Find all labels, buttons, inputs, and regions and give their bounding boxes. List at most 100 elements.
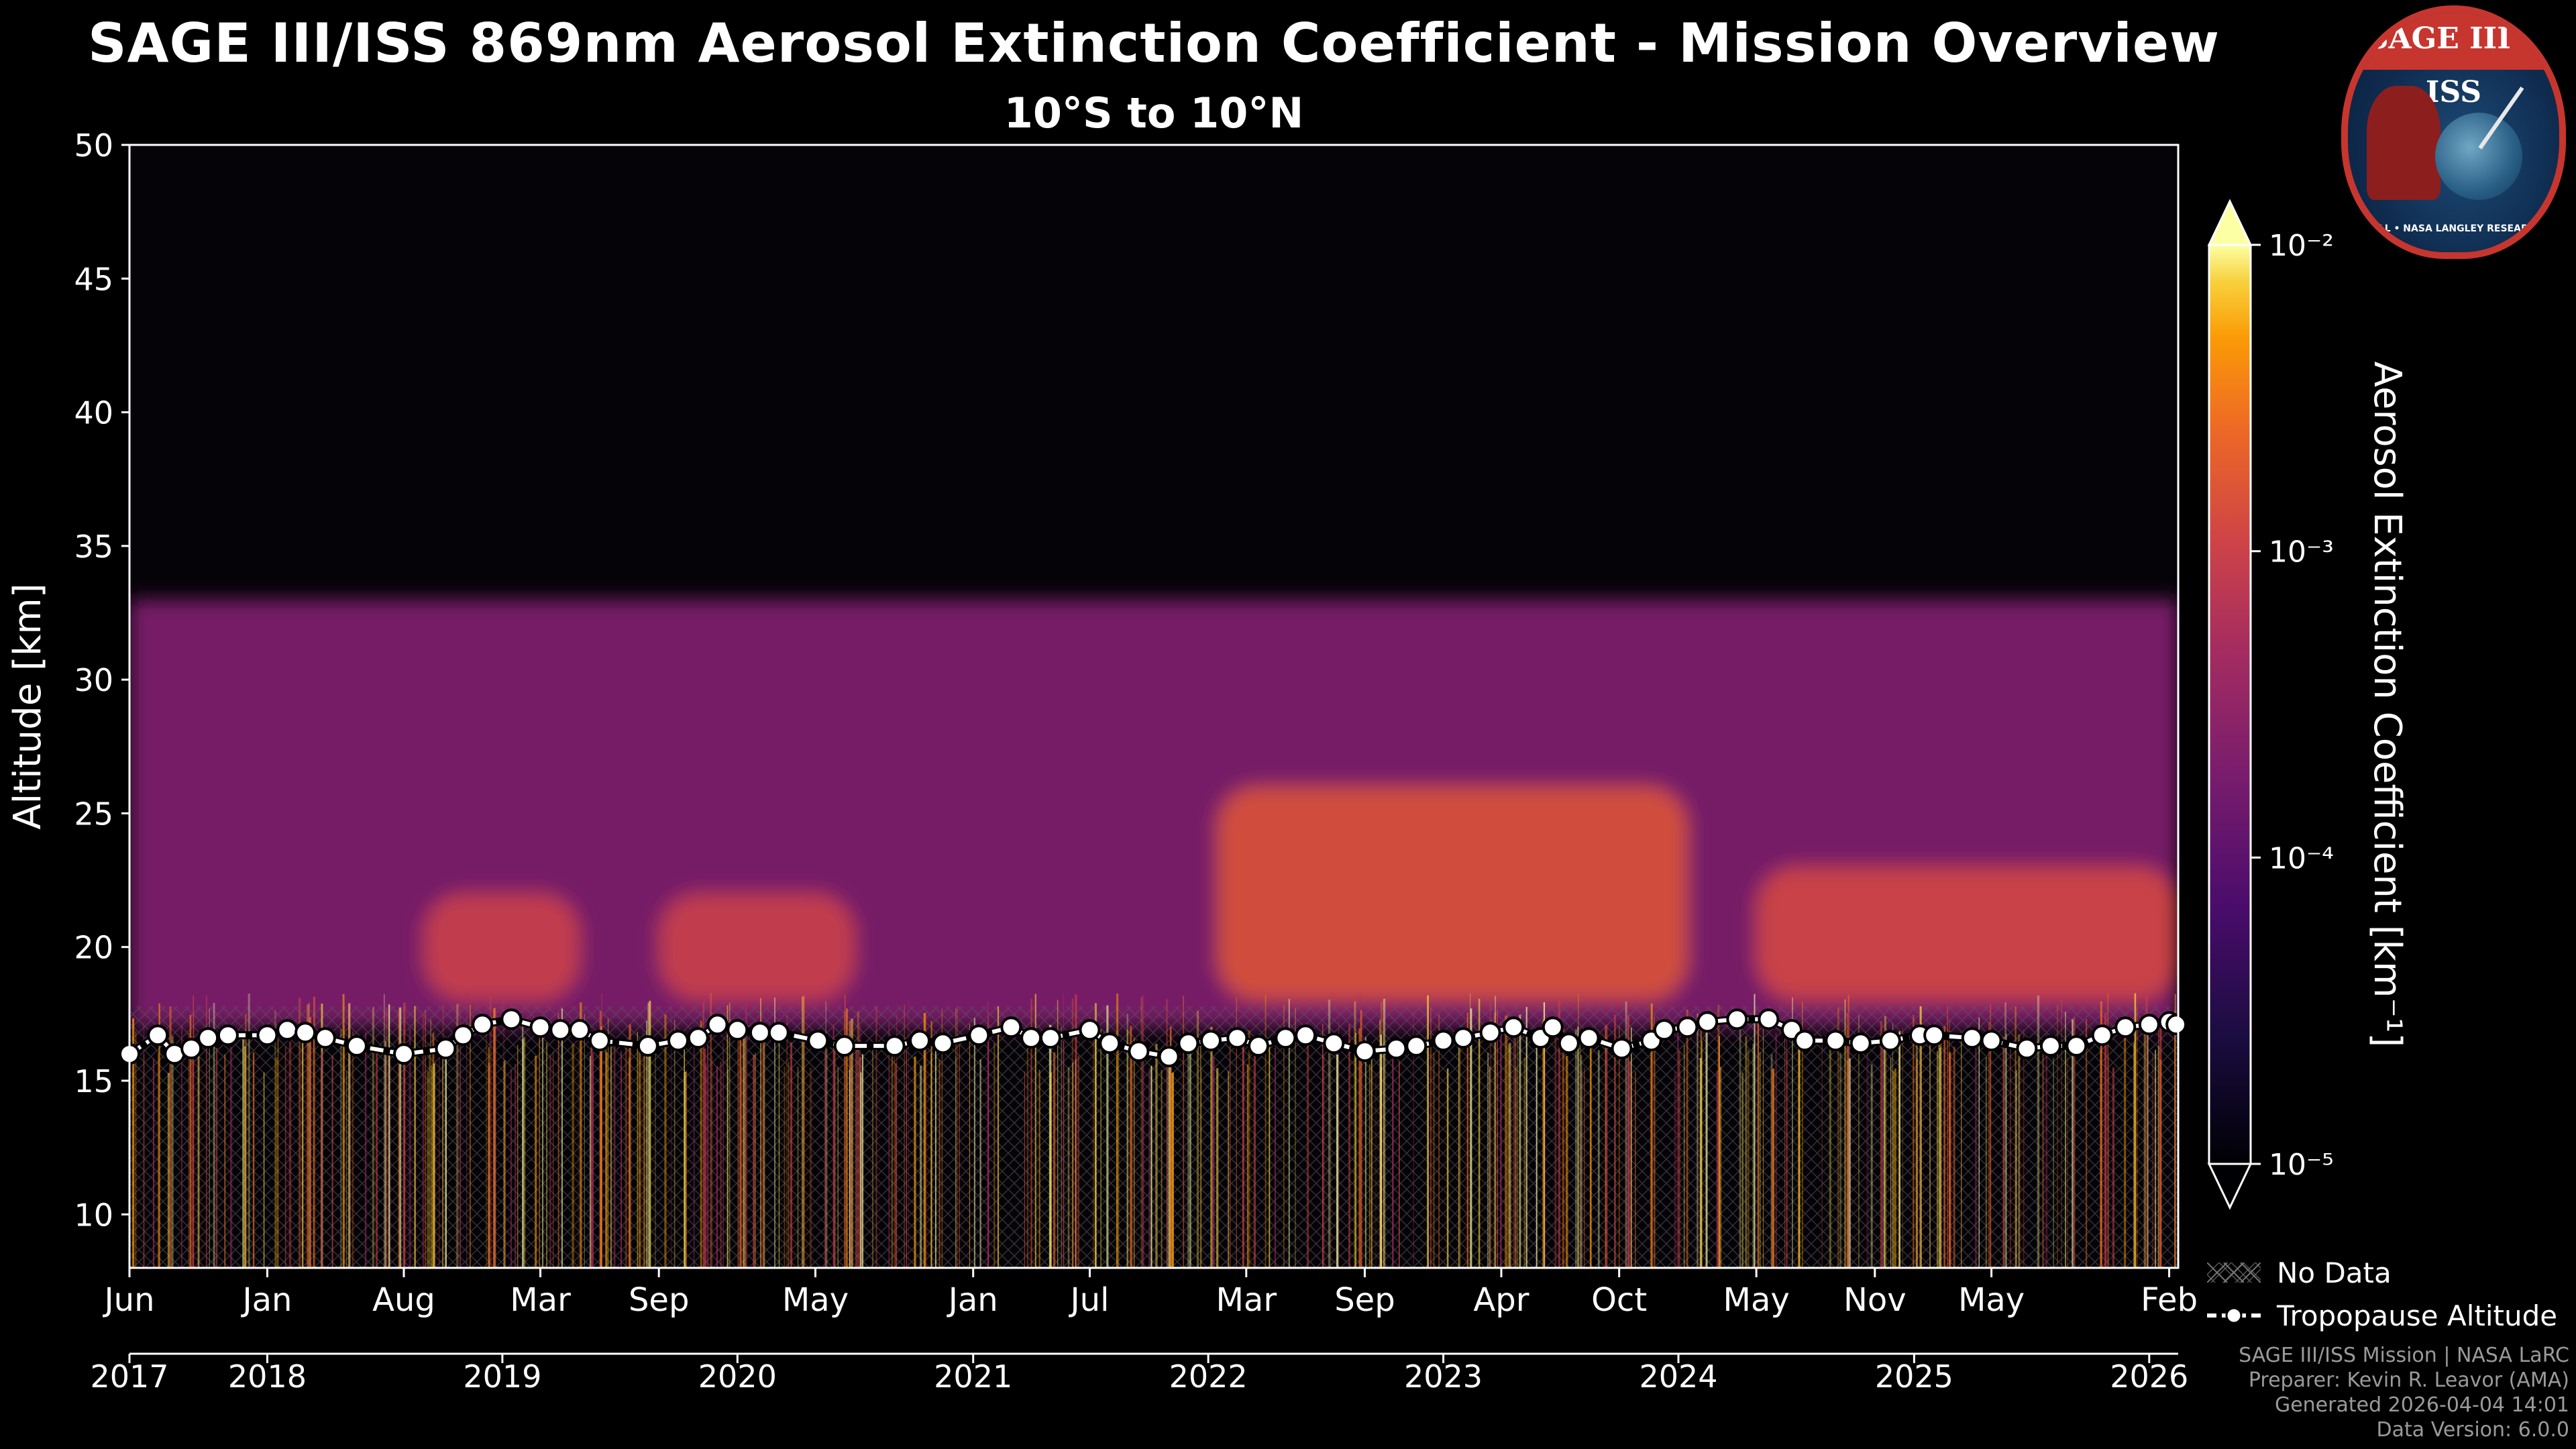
tropopause-point <box>909 1030 931 1052</box>
tropopause-point <box>667 1030 689 1052</box>
y-tick-label: 20 <box>74 930 113 966</box>
tropopause-point <box>1323 1032 1345 1055</box>
tropopause-point <box>727 1019 749 1041</box>
aerosol-feature <box>1756 867 2178 1001</box>
mission-logo-title: SAGE III • ISS <box>2348 12 2559 109</box>
tropopause-point <box>588 1030 610 1052</box>
year-tick-label: 2017 <box>90 1358 168 1395</box>
tropopause-point <box>452 1024 474 1046</box>
tropopause-point <box>1385 1038 1407 1060</box>
tropopause-point <box>1354 1040 1376 1063</box>
month-tick-label: Aug <box>372 1281 435 1319</box>
tropopause-point <box>500 1008 523 1030</box>
tropopause-point <box>1503 1016 1525 1038</box>
tropopause-point <box>472 1014 494 1036</box>
y-axis-label: Altitude [km] <box>6 583 50 829</box>
tropopause-point <box>314 1027 336 1049</box>
mission-logo-figure <box>2367 86 2440 200</box>
y-tick-label: 15 <box>74 1063 113 1099</box>
tropopause-point <box>1079 1019 1101 1041</box>
tropopause-point <box>276 1019 299 1041</box>
tropopause-point <box>1961 1027 1983 1049</box>
tropopause-point <box>1248 1035 1270 1057</box>
tropopause-point <box>833 1035 855 1057</box>
no-data-swatch <box>2207 1263 2261 1283</box>
chart-subtitle: 10°S to 10°N <box>1004 89 1304 138</box>
y-tick-label: 25 <box>74 796 113 832</box>
tropopause-point <box>1295 1024 1317 1046</box>
tropopause-point <box>1020 1027 1042 1049</box>
tropopause-point <box>2065 1035 2088 1057</box>
footer-line-mission: SAGE III/ISS Mission | NASA LaRC <box>2239 1344 2569 1367</box>
tropopause-point <box>2016 1038 2038 1060</box>
tropopause-point <box>435 1038 457 1060</box>
legend-no-data-label: No Data <box>2277 1256 2392 1289</box>
x-axis-months: Jun Jan Aug Mar Sep May Jan Jul Mar Sep Apr Oct May N… <box>103 1268 2198 1319</box>
tropopause-point <box>1611 1038 1633 1060</box>
tropopause-point <box>549 1019 572 1041</box>
tropopause-point <box>749 1022 771 1044</box>
mission-logo-earth <box>2435 113 2522 200</box>
tropopause-point <box>1825 1030 1847 1052</box>
month-tick-label: Mar <box>510 1281 571 1319</box>
tropopause-point <box>1726 1008 1748 1030</box>
month-tick-label: Jan <box>240 1281 292 1319</box>
month-tick-label: Sep <box>1334 1281 1395 1319</box>
y-tick-label: 10 <box>74 1197 113 1233</box>
year-tick-label: 2018 <box>228 1358 307 1395</box>
tropopause-point <box>180 1038 203 1060</box>
tropopause-point <box>1479 1022 1501 1044</box>
legend: No Data Tropopause Altitude <box>2207 1251 2557 1337</box>
month-tick-label: Jan <box>947 1281 998 1319</box>
colorbar-top-extend <box>2207 199 2253 246</box>
tropopause-point <box>2114 1016 2137 1038</box>
plot-frame <box>128 144 2180 1269</box>
aerosol-feature <box>1217 786 1688 1001</box>
colorbar-tick-label: 10⁻³ <box>2269 535 2334 570</box>
tropopause-point <box>1849 1032 1872 1055</box>
tropopause-point <box>932 1032 954 1055</box>
tropopause-point <box>767 1022 790 1044</box>
tropopause-point <box>706 1014 729 1036</box>
aerosol-feature <box>423 894 580 1001</box>
x-axis-years: 2017 2018 2019 2020 2021 2022 2023 2024 2025 2026 <box>90 1354 2188 1395</box>
footer-line-preparer: Preparer: Kevin R. Leavor (AMA) <box>2248 1368 2569 1392</box>
y-tick-label: 50 <box>74 127 113 164</box>
footer-credits: SAGE III/ISS Mission | NASA LaRC Prepare… <box>2239 1343 2569 1442</box>
tropopause-point <box>1558 1032 1580 1055</box>
aerosol-feature <box>659 894 855 1001</box>
y-tick-label: 45 <box>74 261 113 297</box>
tropopause-point <box>807 1030 829 1052</box>
chart-title: SAGE III/ISS 869nm Aerosol Extinction Co… <box>88 12 2220 74</box>
tropopause-point <box>294 1022 317 1044</box>
mission-logo-ring: BALL • NASA LANGLEY RESEARCH CENTER • TA… <box>2364 223 2543 234</box>
month-tick-label: Sep <box>629 1281 689 1319</box>
footer-line-generated: Generated 2026-04-04 14:01 <box>2274 1393 2569 1417</box>
colorbar-gradient <box>2208 244 2252 1165</box>
legend-tropopause-label: Tropopause Altitude <box>2277 1299 2558 1332</box>
tropopause-point <box>1177 1032 1199 1055</box>
tropopause-series <box>119 1008 2188 1068</box>
tropopause-point <box>256 1024 278 1046</box>
year-tick-label: 2021 <box>934 1358 1012 1395</box>
tropopause-point <box>2091 1024 2113 1046</box>
y-tick-label: 40 <box>74 395 113 431</box>
tropopause-point <box>1199 1030 1222 1052</box>
legend-tropopause: Tropopause Altitude <box>2207 1294 2557 1337</box>
year-tick-label: 2024 <box>1639 1358 1717 1395</box>
legend-no-data: No Data <box>2207 1251 2557 1294</box>
tropopause-point <box>1653 1019 1675 1041</box>
year-tick-label: 2023 <box>1404 1358 1483 1395</box>
year-tick-label: 2022 <box>1169 1358 1248 1395</box>
y-tick-label: 30 <box>74 662 113 698</box>
y-axis: 10 15 20 25 30 35 40 45 50 <box>74 127 129 1233</box>
month-tick-label: May <box>1723 1281 1790 1319</box>
tropopause-point <box>1676 1016 1699 1038</box>
tropopause-point <box>1879 1030 1901 1052</box>
month-tick-label: Oct <box>1591 1281 1647 1319</box>
tropopause-point <box>1452 1027 1474 1049</box>
year-tick-label: 2026 <box>2110 1358 2188 1395</box>
colorbar-tick-label: 10⁻⁵ <box>2269 1148 2334 1182</box>
colorbar: 10⁻⁵ 10⁻⁴ 10⁻³ 10⁻² Aerosol Extinction Coef… <box>2207 199 2409 1210</box>
tropopause-point <box>1405 1035 1428 1057</box>
